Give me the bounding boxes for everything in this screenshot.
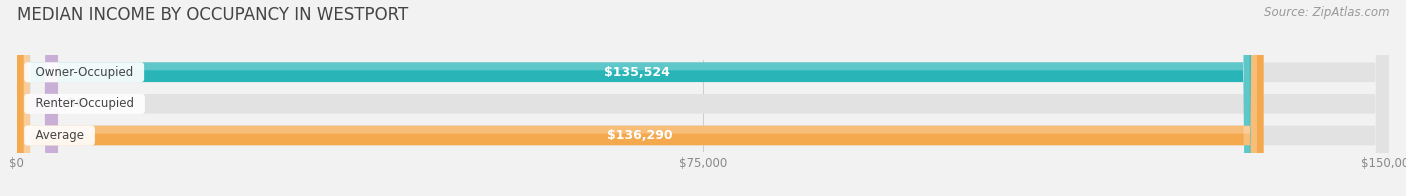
Text: $135,524: $135,524 xyxy=(603,66,669,79)
FancyBboxPatch shape xyxy=(17,0,1389,196)
Text: $0: $0 xyxy=(67,97,84,110)
Text: $136,290: $136,290 xyxy=(607,129,673,142)
Text: Source: ZipAtlas.com: Source: ZipAtlas.com xyxy=(1264,6,1389,19)
FancyBboxPatch shape xyxy=(24,0,1250,196)
FancyBboxPatch shape xyxy=(17,0,58,196)
Text: MEDIAN INCOME BY OCCUPANCY IN WESTPORT: MEDIAN INCOME BY OCCUPANCY IN WESTPORT xyxy=(17,6,408,24)
Text: Owner-Occupied: Owner-Occupied xyxy=(28,66,141,79)
FancyBboxPatch shape xyxy=(17,0,1389,196)
Text: Renter-Occupied: Renter-Occupied xyxy=(28,97,142,110)
FancyBboxPatch shape xyxy=(17,0,1264,196)
FancyBboxPatch shape xyxy=(17,0,1257,196)
Text: Average: Average xyxy=(28,129,91,142)
FancyBboxPatch shape xyxy=(17,0,1389,196)
FancyBboxPatch shape xyxy=(24,0,1257,196)
